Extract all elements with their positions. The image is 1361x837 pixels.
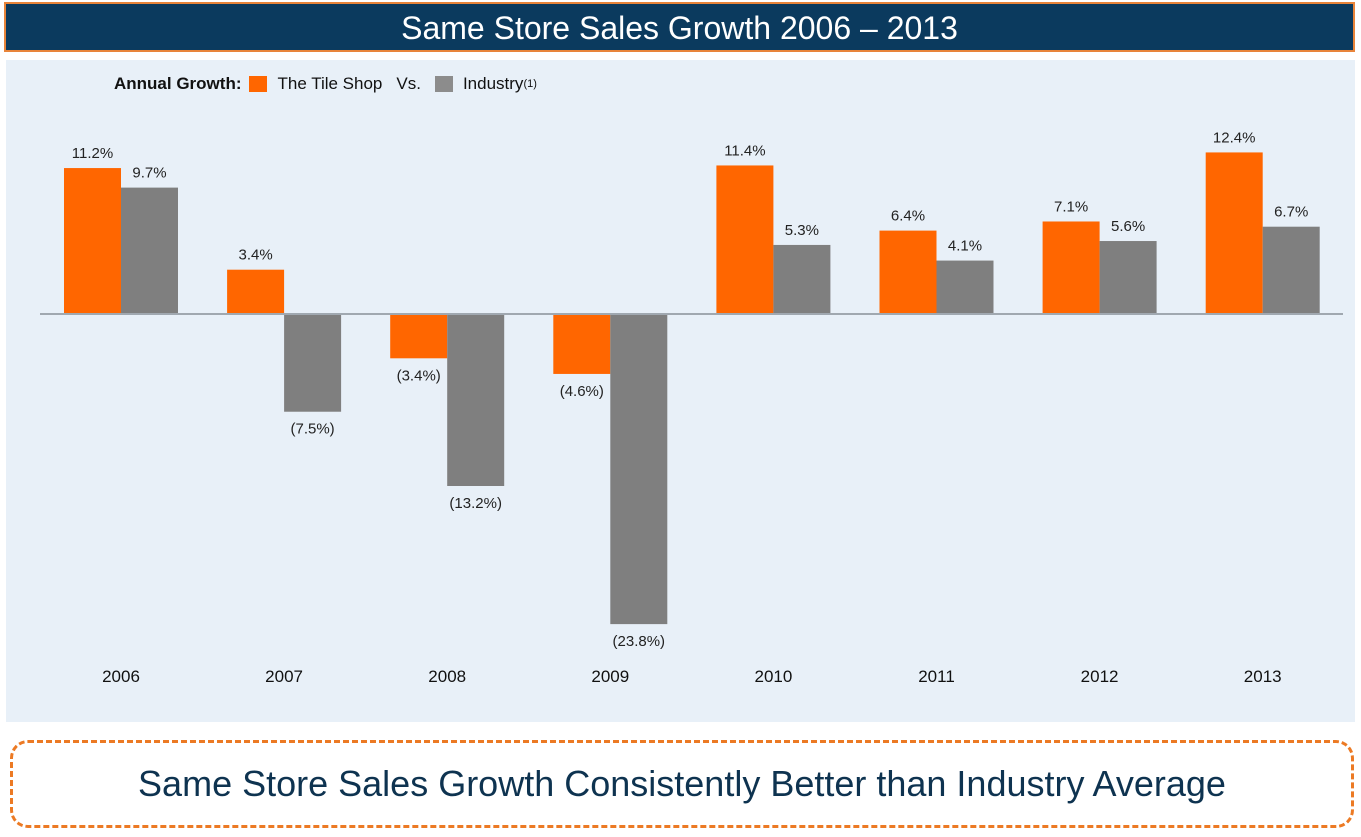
data-label-industry-2012: 5.6%: [1111, 218, 1145, 235]
x-tick-label-2007: 2007: [265, 667, 303, 686]
legend-swatch-industry: [434, 76, 453, 92]
data-label-tile-shop-2009: (4.6%): [560, 383, 604, 400]
data-label-tile-shop-2012: 7.1%: [1054, 198, 1088, 215]
x-tick-label-2008: 2008: [428, 667, 466, 686]
bar-industry-2013: [1262, 226, 1320, 314]
data-label-industry-2007: (7.5%): [291, 421, 335, 438]
data-label-tile-shop-2006: 11.2%: [72, 145, 113, 162]
bar-industry-2006: [121, 187, 178, 314]
bar-tile-shop-2009: [553, 314, 611, 374]
data-label-industry-2006: 9.7%: [132, 165, 166, 182]
data-label-tile-shop-2011: 6.4%: [891, 208, 925, 225]
legend-swatch-tile-shop: [249, 76, 268, 92]
data-label-tile-shop-2007: 3.4%: [238, 247, 272, 264]
bar-tile-shop-2008: [390, 314, 448, 359]
data-label-industry-2010: 5.3%: [785, 222, 819, 239]
bar-industry-2010: [773, 244, 831, 314]
bar-industry-2012: [1099, 241, 1157, 314]
bar-tile-shop-2011: [879, 230, 937, 314]
bar-industry-2008: [447, 314, 505, 486]
x-tick-label-2013: 2013: [1244, 667, 1282, 686]
data-label-industry-2013: 6.7%: [1274, 204, 1308, 221]
takeaway-callout: Same Store Sales Growth Consistently Bet…: [10, 740, 1354, 828]
data-label-tile-shop-2010: 11.4%: [724, 142, 765, 159]
chart-title: Same Store Sales Growth 2006 – 2013: [4, 2, 1355, 52]
data-label-industry-2008: (13.2%): [449, 495, 502, 512]
data-label-industry-2011: 4.1%: [948, 238, 982, 255]
x-tick-label-2011: 2011: [918, 667, 955, 686]
legend-vs: Vs.: [396, 74, 421, 93]
x-tick-label-2009: 2009: [591, 667, 629, 686]
data-label-industry-2009: (23.8%): [613, 633, 666, 650]
bar-tile-shop-2006: [64, 168, 121, 314]
legend: Annual Growth: The Tile Shop Vs. Industr…: [114, 74, 537, 94]
footnote-marker: (1): [523, 78, 537, 90]
legend-item-tile-shop: The Tile Shop: [277, 74, 383, 93]
legend-item-industry: Industry: [462, 74, 524, 93]
data-label-tile-shop-2013: 12.4%: [1213, 129, 1256, 146]
bar-tile-shop-2007: [227, 269, 285, 314]
chart-panel: [6, 60, 1355, 722]
bar-industry-2009: [610, 314, 668, 625]
x-tick-label-2012: 2012: [1081, 667, 1119, 686]
bar-tile-shop-2012: [1042, 221, 1100, 314]
data-label-tile-shop-2008: (3.4%): [397, 367, 441, 384]
bar-tile-shop-2010: [716, 165, 774, 314]
x-tick-label-2010: 2010: [754, 667, 792, 686]
x-tick-label-2006: 2006: [102, 667, 140, 686]
bar-tile-shop-2013: [1205, 152, 1263, 314]
bar-industry-2011: [936, 260, 994, 314]
legend-label: Annual Growth:: [114, 74, 242, 93]
bar-industry-2007: [284, 314, 342, 412]
